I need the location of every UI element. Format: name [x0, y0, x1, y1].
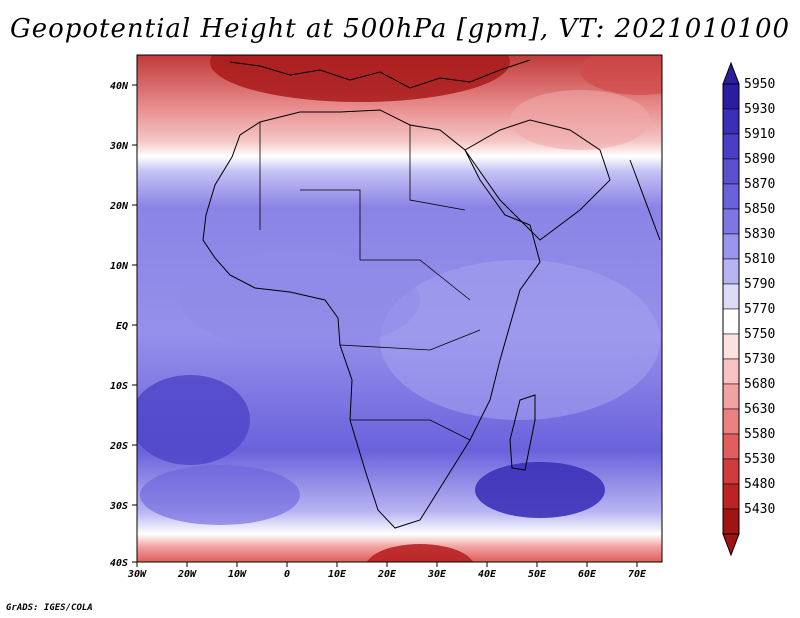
lon-tick-label: 0: [284, 569, 290, 580]
lon-tick-label: 60E: [578, 569, 597, 580]
colorbar-segment: [722, 233, 740, 260]
colorbar-segment: [722, 458, 740, 485]
colorbar-label: 5580: [744, 427, 775, 442]
lat-tick-label: 30S: [109, 501, 128, 512]
coastlines: [202, 59, 661, 529]
colorbar-segment: [722, 158, 740, 185]
colorbar-bottom-arrow: [722, 533, 740, 557]
colorbar-label: 5890: [744, 152, 775, 167]
colorbar-label: 5680: [744, 377, 775, 392]
chart-title: Geopotential Height at 500hPa [gpm], VT:…: [9, 14, 791, 44]
lon-tick-label: 40E: [478, 569, 497, 580]
lat-tick-label: 20N: [109, 201, 129, 212]
lon-axis: 30W 20W 10W 0 10E 20E 30E 40E 50E 60E 70…: [127, 562, 647, 580]
madagascar-outline: [509, 394, 536, 471]
colorbar-segment: [722, 183, 740, 210]
lon-tick-label: 30E: [427, 569, 447, 580]
colorbar-segment: [722, 133, 740, 160]
colorbar-label: 5630: [744, 402, 775, 417]
colorbar-label: 5830: [744, 227, 775, 242]
colorbar-label: 5790: [744, 277, 775, 292]
colorbar-label: 5430: [744, 502, 775, 517]
lon-tick-label: 50E: [528, 569, 547, 580]
lat-tick-label: EQ: [116, 321, 128, 332]
colorbar-segment: [722, 408, 740, 435]
plot-frame: [136, 54, 663, 563]
lat-tick-label: 40N: [110, 81, 129, 92]
lat-axis: 40N 30N 20N 10N EQ 10S 20S 30S 40S: [109, 81, 137, 569]
lon-tick-label: 30W: [127, 569, 147, 580]
height-field: [137, 55, 662, 562]
colorbar-label: 5730: [744, 352, 775, 367]
india-coastline: [629, 159, 661, 241]
lat-tick-label: 40S: [110, 558, 128, 569]
colorbar-segment: [722, 283, 740, 310]
colorbar-segment: [722, 108, 740, 135]
africa-coastline: [202, 109, 541, 529]
lat-tick-label: 20S: [109, 441, 128, 452]
lon-tick-label: 20E: [377, 569, 397, 580]
colorbar-segment: [722, 433, 740, 460]
colorbar-segment: [722, 208, 740, 235]
colorbar-segment: [722, 83, 740, 110]
colorbar-segment: [722, 308, 740, 335]
colorbar-top-arrow: [722, 61, 740, 85]
lon-tick-label: 10E: [328, 569, 347, 580]
colorbar-label: 5850: [744, 202, 775, 217]
lon-tick-label: 70E: [628, 569, 647, 580]
colorbar-label: 5910: [744, 127, 775, 142]
europe-coastline: [229, 59, 531, 89]
colorbar-label: 5770: [744, 302, 775, 317]
lon-tick-label: 10W: [228, 569, 247, 580]
lat-tick-label: 10S: [110, 381, 128, 392]
colorbar: 5950 5930 5910 5890 5870 5850 5830 5810 5790 5770…: [722, 61, 775, 557]
colorbar-segment: [722, 258, 740, 285]
colorbar-label: 5870: [744, 177, 775, 192]
arabia-coastline: [464, 119, 611, 241]
colorbar-label: 5930: [744, 102, 775, 117]
grads-credit: GrADS: IGES/COLA: [6, 603, 93, 613]
colorbar-label: 5530: [744, 452, 775, 467]
colorbar-frame: [722, 83, 740, 535]
colorbar-label: 5810: [744, 252, 775, 267]
colorbar-segment: [722, 483, 740, 510]
lat-tick-label: 10N: [110, 261, 129, 272]
colorbar-label: 5750: [744, 327, 775, 342]
colorbar-segment: [722, 333, 740, 360]
colorbar-segment: [722, 508, 740, 535]
colorbar-segment: [722, 383, 740, 410]
colorbar-label: 5480: [744, 477, 775, 492]
colorbar-label: 5950: [744, 77, 775, 92]
lat-tick-label: 30N: [109, 141, 129, 152]
colorbar-segment: [722, 358, 740, 385]
lon-tick-label: 20W: [177, 569, 197, 580]
